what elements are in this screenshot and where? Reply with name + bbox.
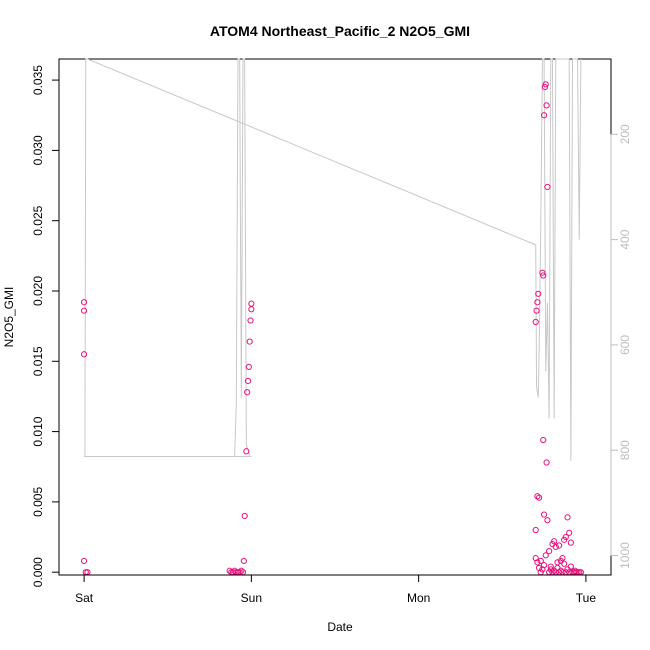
data-point: [241, 512, 248, 520]
data-point: [238, 567, 245, 574]
data-point: [542, 552, 549, 559]
data-point: [561, 560, 568, 567]
y-axis: 0.000 0.005 0.010 0.015 0.020 0.025 0.030 0.035: [31, 65, 60, 587]
data-point: [567, 563, 574, 570]
chart-title: ATOM4 Northeast_Pacific_2 N2O5_GMI: [210, 23, 470, 39]
data-point: [557, 567, 564, 574]
data-point: [535, 290, 542, 297]
y2-axis: 200 400 600 800 1000: [610, 124, 632, 569]
y2-tick-label: 600: [618, 335, 632, 355]
data-point: [543, 102, 550, 109]
data-point: [544, 517, 551, 524]
x-tick-label: Sun: [241, 591, 262, 605]
data-point: [540, 112, 548, 119]
data-point: [534, 559, 541, 566]
profile-line-0: [84, 58, 582, 461]
x-tick-label: Tue: [576, 591, 597, 605]
data-point: [544, 183, 551, 191]
data-point: [532, 526, 539, 534]
data-point: [562, 533, 569, 541]
data-point: [547, 563, 554, 570]
data-point: [551, 538, 558, 545]
data-point: [243, 448, 250, 455]
data-point: [534, 493, 541, 500]
y2-tick-label: 200: [618, 124, 632, 144]
data-point: [540, 272, 547, 279]
data-point: [240, 557, 247, 565]
data-point: [566, 529, 573, 536]
data-point: [540, 562, 548, 569]
data-point: [532, 318, 539, 326]
data-point: [533, 307, 540, 314]
data-point: [541, 84, 549, 91]
data-point: [552, 543, 559, 550]
data-point: [248, 300, 255, 307]
data-point: [539, 269, 546, 276]
data-point: [546, 548, 553, 555]
data-point: [247, 317, 254, 324]
y-tick-label: 0.030: [31, 135, 45, 165]
data-point: [540, 511, 548, 518]
y2-tick-label: 400: [618, 229, 632, 249]
x-tick-label: Mon: [407, 591, 430, 605]
profile-line-1: [84, 58, 252, 458]
data-point: [571, 567, 579, 574]
y-axis-label: N2O5_GMI: [2, 287, 16, 348]
data-point: [534, 299, 541, 306]
data-point: [537, 557, 544, 565]
y2-tick-label: 800: [618, 440, 632, 460]
data-point: [245, 363, 252, 371]
data-point: [246, 338, 253, 345]
y-tick-label: 0.010: [31, 416, 45, 446]
x-axis: Sat Sun Mon Tue: [75, 574, 597, 605]
data-point: [535, 494, 543, 501]
y-tick-label: 0.015: [31, 346, 45, 376]
data-point: [80, 299, 88, 306]
data-point: [556, 542, 563, 549]
y2-tick-label: 1000: [618, 542, 632, 569]
x-axis-label: Date: [327, 620, 353, 634]
data-point: [542, 81, 549, 88]
y-tick-label: 0.020: [31, 276, 45, 306]
points-layer: [80, 81, 584, 576]
y-tick-label: 0.005: [31, 487, 45, 517]
data-point: [244, 389, 251, 396]
x-tick-label: Sat: [75, 591, 94, 605]
data-point: [559, 555, 566, 562]
data-point: [80, 307, 88, 314]
y-tick-label: 0.035: [31, 65, 45, 95]
y-tick-label: 0.000: [31, 557, 45, 587]
data-point: [244, 377, 252, 385]
y-tick-label: 0.025: [31, 205, 45, 235]
data-point: [540, 436, 547, 444]
data-point: [80, 557, 88, 565]
pressure-line-layer: [84, 58, 582, 461]
data-point: [567, 539, 574, 546]
data-point: [80, 351, 88, 358]
data-point: [543, 459, 550, 466]
data-point: [564, 514, 571, 521]
